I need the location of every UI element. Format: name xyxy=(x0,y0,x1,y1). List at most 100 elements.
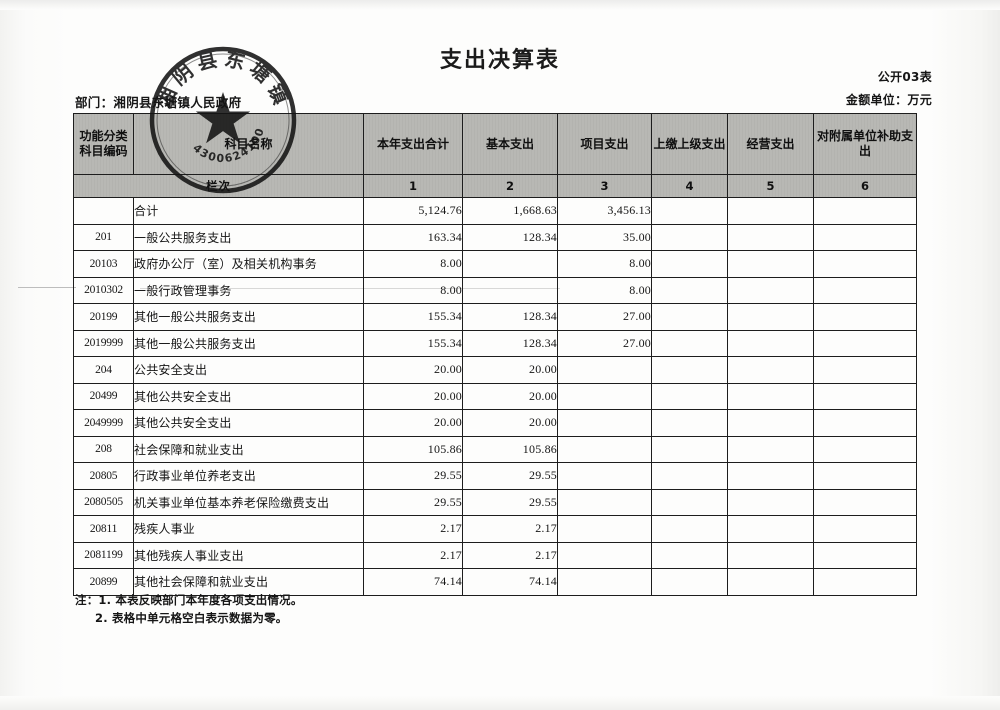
cell-project: 27.00 xyxy=(557,303,652,331)
cell-subject-name: 合计 xyxy=(133,197,364,225)
cell-basic: 105.86 xyxy=(462,435,558,463)
cell-total: 163.34 xyxy=(363,223,463,251)
cell-operating xyxy=(727,250,814,278)
cell-code: 2010302 xyxy=(73,276,134,304)
header-cell-code: 功能分类 科目编码 xyxy=(73,113,134,175)
table-row: 20805 行政事业单位养老支出 29.55 29.55 xyxy=(73,462,917,490)
cell-project xyxy=(557,488,652,516)
cell-subsidy xyxy=(813,515,917,543)
cell-operating xyxy=(727,435,814,463)
cell-subject-name: 其他残疾人事业支出 xyxy=(133,541,364,569)
table-lane-row: 栏次 1 2 3 4 5 6 xyxy=(73,174,917,198)
cell-code: 20199 xyxy=(73,303,134,331)
cell-subject-name: 一般公共服务支出 xyxy=(133,223,364,251)
cell-subsidy xyxy=(813,382,917,410)
cell-subsidy xyxy=(813,356,917,384)
cell-operating xyxy=(727,488,814,516)
cell-basic: 2.17 xyxy=(462,515,558,543)
cell-basic: 29.55 xyxy=(462,488,558,516)
table-row: 20899 其他社会保障和就业支出 74.14 74.14 xyxy=(73,568,917,596)
cell-subsidy xyxy=(813,223,917,251)
cell-basic: 2.17 xyxy=(462,541,558,569)
table-row: 20199 其他一般公共服务支出 155.34 128.34 27.00 xyxy=(73,303,917,331)
table-row: 20103 政府办公厅（室）及相关机构事务 8.00 8.00 xyxy=(73,250,917,278)
paper-edge-bottom xyxy=(0,696,1000,710)
table-row: 20499 其他公共安全支出 20.00 20.00 xyxy=(73,382,917,410)
cell-total: 74.14 xyxy=(363,568,463,596)
cell-total: 8.00 xyxy=(363,250,463,278)
form-number-label: 公开03表 xyxy=(877,70,932,84)
cell-total: 8.00 xyxy=(363,276,463,304)
cell-project: 35.00 xyxy=(557,223,652,251)
header-cell-subsidy: 对附属单位补助支出 xyxy=(813,113,917,175)
cell-subsidy xyxy=(813,250,917,278)
table-header-row: 功能分类 科目编码 科目名称 本年支出合计 基本支出 项目支出 上缴上级支出 经… xyxy=(73,113,917,175)
cell-basic: 20.00 xyxy=(462,409,558,437)
cell-basic: 20.00 xyxy=(462,382,558,410)
table-row: 2019999 其他一般公共服务支出 155.34 128.34 27.00 xyxy=(73,329,917,357)
cell-total: 155.34 xyxy=(363,329,463,357)
header-cell-operating: 经营支出 xyxy=(727,113,814,175)
lane-number-5: 5 xyxy=(727,174,814,198)
cell-upper-level xyxy=(651,435,728,463)
lane-number-1: 1 xyxy=(363,174,463,198)
cell-project xyxy=(557,409,652,437)
cell-upper-level xyxy=(651,488,728,516)
cell-total: 29.55 xyxy=(363,462,463,490)
department-label: 部门：湘阴县东塘镇人民政府 xyxy=(75,95,242,110)
cell-upper-level xyxy=(651,541,728,569)
cell-project xyxy=(557,382,652,410)
cell-project: 27.00 xyxy=(557,329,652,357)
cell-project xyxy=(557,462,652,490)
table-row: 20811 残疾人事业 2.17 2.17 xyxy=(73,515,917,543)
cell-total: 20.00 xyxy=(363,382,463,410)
cell-subsidy xyxy=(813,462,917,490)
lane-number-4: 4 xyxy=(651,174,728,198)
cell-operating xyxy=(727,462,814,490)
cell-subject-name: 公共安全支出 xyxy=(133,356,364,384)
lane-number-2: 2 xyxy=(462,174,558,198)
cell-total: 2.17 xyxy=(363,515,463,543)
table-row: 合计 5,124.76 1,668.63 3,456.13 xyxy=(73,197,917,225)
table-row: 201 一般公共服务支出 163.34 128.34 35.00 xyxy=(73,223,917,251)
cell-upper-level xyxy=(651,276,728,304)
cell-code: 208 xyxy=(73,435,134,463)
cell-basic: 128.34 xyxy=(462,329,558,357)
cell-code: 204 xyxy=(73,356,134,384)
cell-subject-name: 一般行政管理事务 xyxy=(133,276,364,304)
lane-label: 栏次 xyxy=(73,174,364,198)
cell-operating xyxy=(727,356,814,384)
cell-total: 105.86 xyxy=(363,435,463,463)
cell-upper-level xyxy=(651,197,728,225)
expenditure-final-accounts-table: 功能分类 科目编码 科目名称 本年支出合计 基本支出 项目支出 上缴上级支出 经… xyxy=(73,113,917,596)
cell-operating xyxy=(727,541,814,569)
table-body: 合计 5,124.76 1,668.63 3,456.13 201 一般公共服务支出 163… xyxy=(73,197,917,596)
cell-total: 155.34 xyxy=(363,303,463,331)
lane-number-6: 6 xyxy=(813,174,917,198)
cell-project xyxy=(557,568,652,596)
cell-code: 20899 xyxy=(73,568,134,596)
cell-operating xyxy=(727,382,814,410)
cell-project xyxy=(557,356,652,384)
header-cell-basic: 基本支出 xyxy=(462,113,558,175)
table-row: 204 公共安全支出 20.00 20.00 xyxy=(73,356,917,384)
table-row: 2010302 一般行政管理事务 8.00 8.00 xyxy=(73,276,917,304)
cell-subject-name: 其他社会保障和就业支出 xyxy=(133,568,364,596)
table-row: 2080505 机关事业单位基本养老保险缴费支出 29.55 29.55 xyxy=(73,488,917,516)
note-line-1: 注：1. 本表反映部门本年度各项支出情况。 xyxy=(75,593,303,607)
cell-subject-name: 其他公共安全支出 xyxy=(133,382,364,410)
expenditure-table-wrapper: 功能分类 科目编码 科目名称 本年支出合计 基本支出 项目支出 上缴上级支出 经… xyxy=(73,113,917,596)
paper-edge-top xyxy=(0,0,1000,10)
cell-project: 8.00 xyxy=(557,276,652,304)
cell-upper-level xyxy=(651,303,728,331)
header-cell-project: 项目支出 xyxy=(557,113,652,175)
cell-subject-name: 其他一般公共服务支出 xyxy=(133,303,364,331)
cell-project xyxy=(557,435,652,463)
header-cell-name: 科目名称 xyxy=(133,113,364,175)
cell-project: 8.00 xyxy=(557,250,652,278)
cell-subsidy xyxy=(813,197,917,225)
cell-upper-level xyxy=(651,515,728,543)
cell-operating xyxy=(727,515,814,543)
cell-basic: 128.34 xyxy=(462,223,558,251)
cell-code: 2019999 xyxy=(73,329,134,357)
